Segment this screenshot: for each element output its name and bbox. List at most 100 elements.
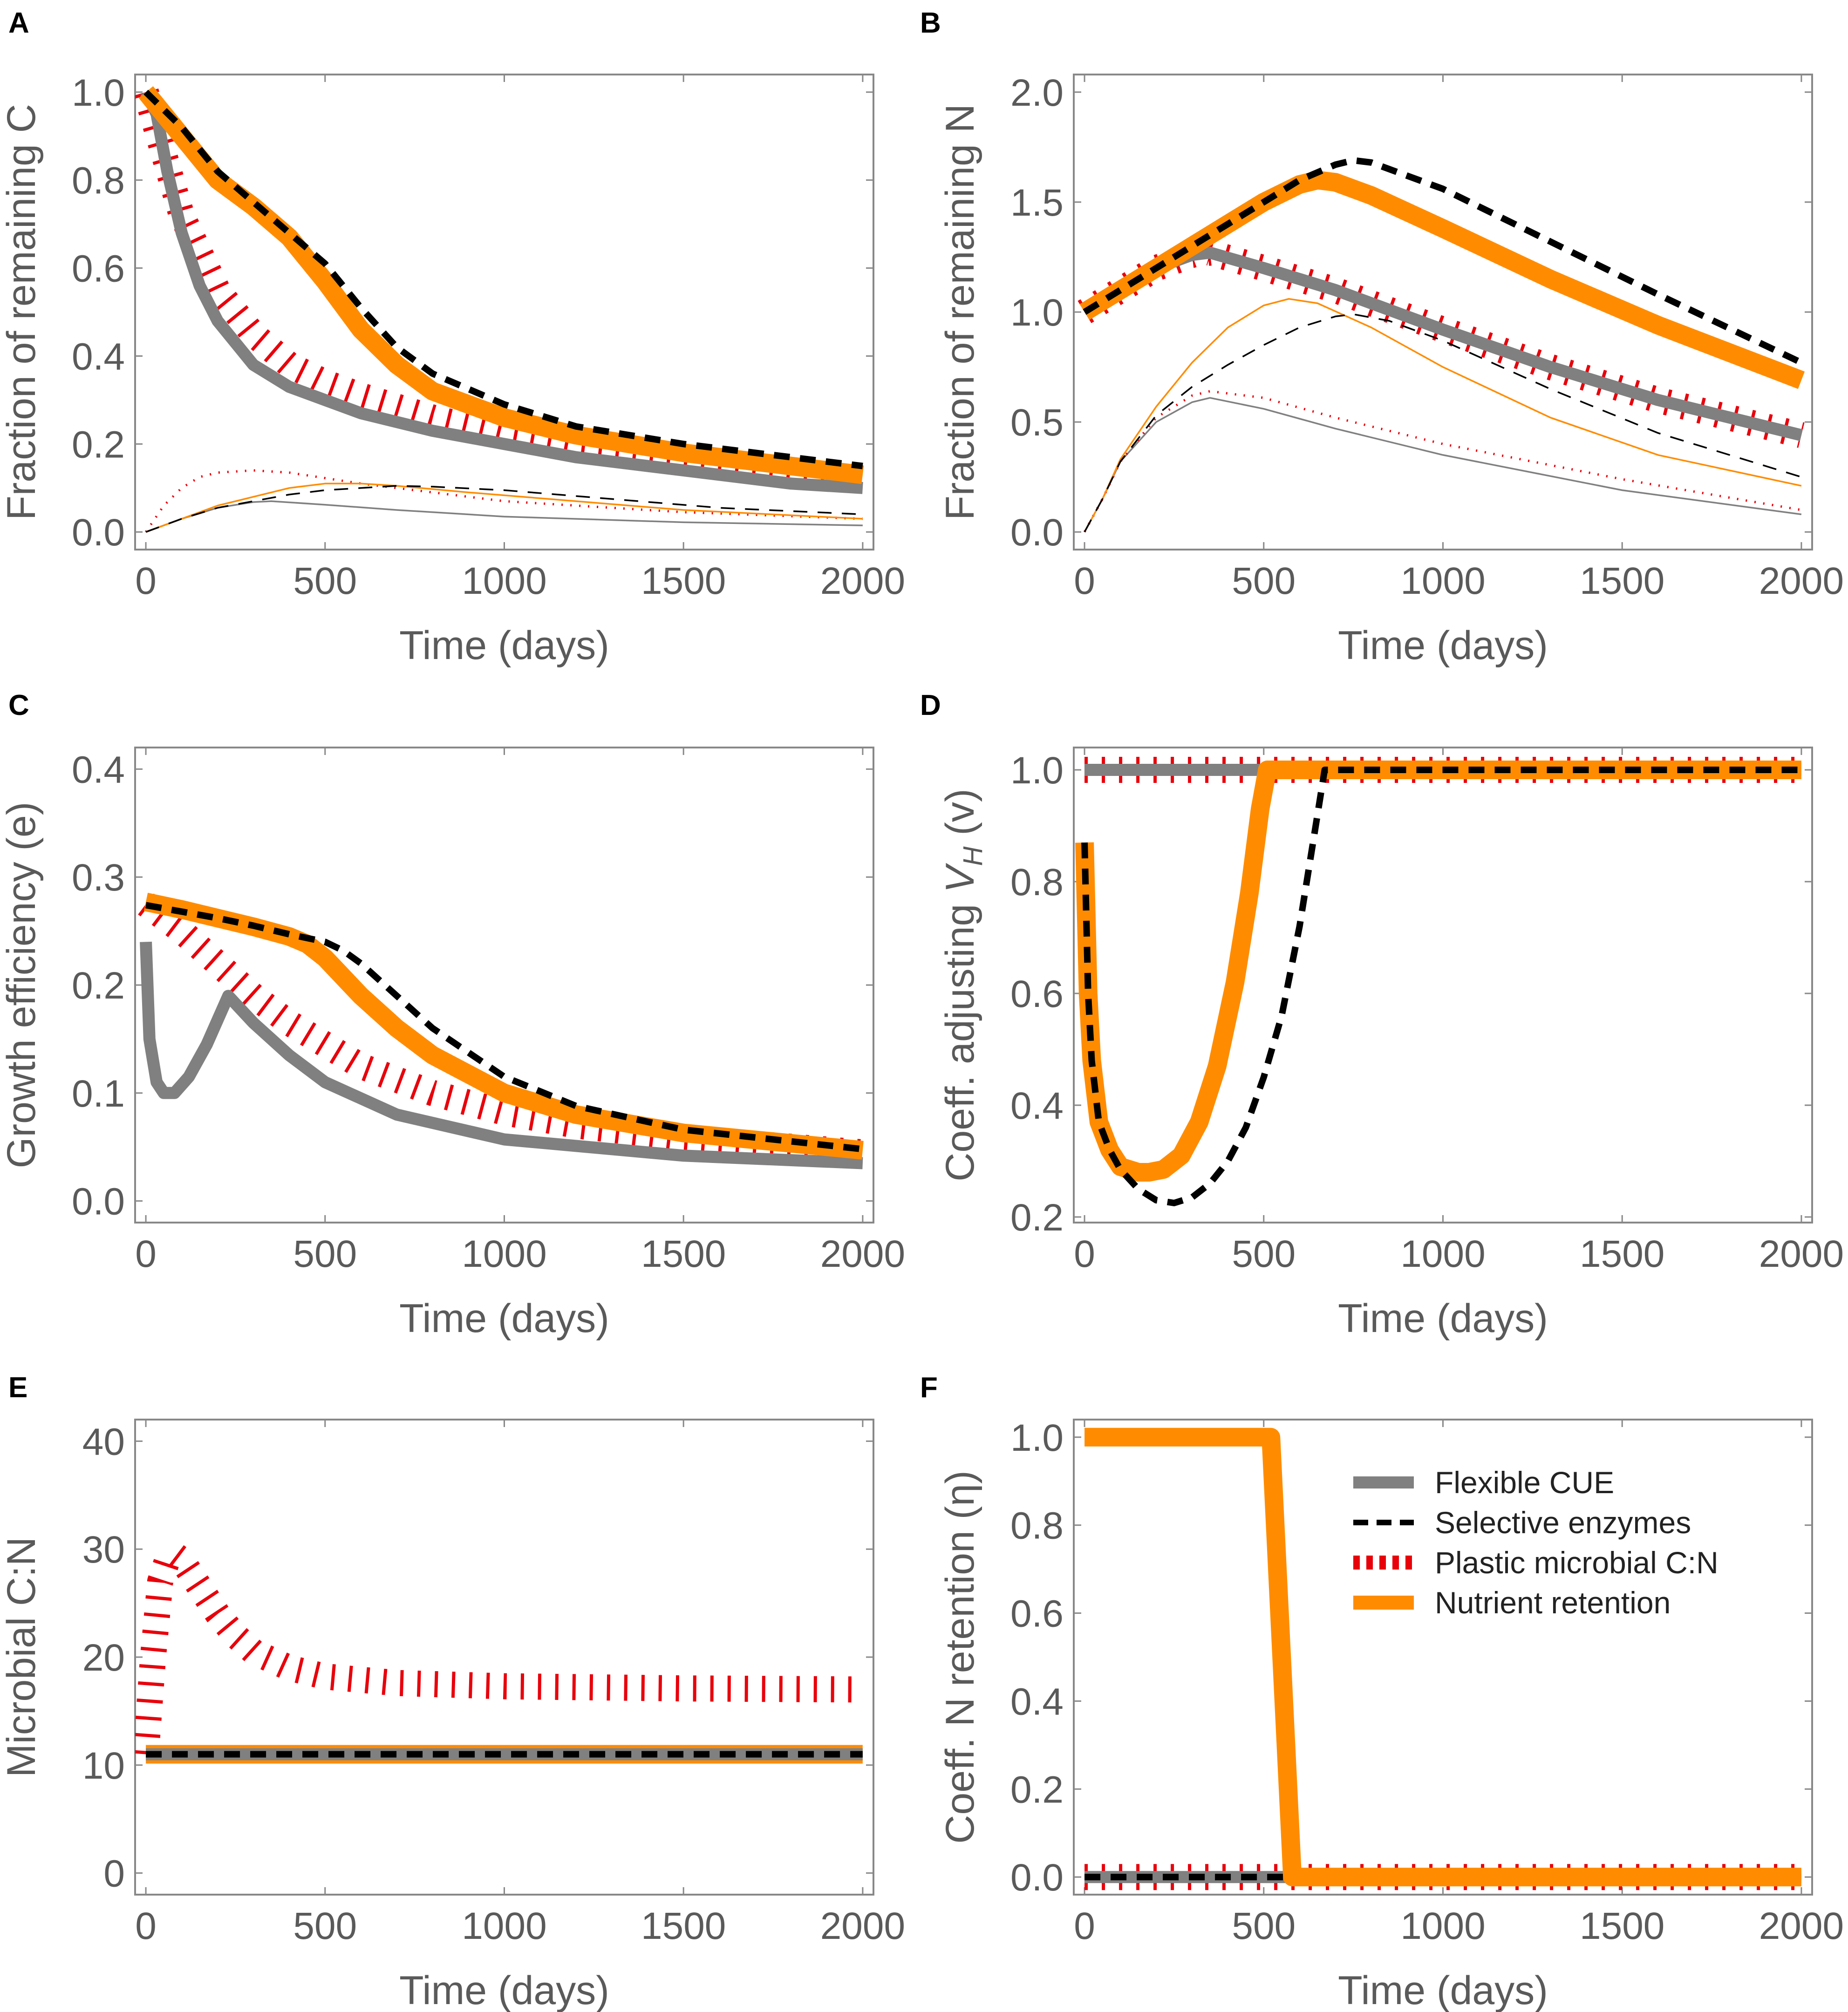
series-selective-thick bbox=[1083, 157, 1803, 366]
y-tick-label: 0.4 bbox=[72, 748, 125, 791]
panel-C: C 0 500 1000 1500 2000 0.0 0.1 0.2 0.3 0.4 Time (da… bbox=[0, 689, 905, 1341]
series-plastic-thick bbox=[135, 1541, 863, 1755]
y-tick-label: 1.0 bbox=[1010, 749, 1064, 792]
x-tick-label: 1000 bbox=[1400, 560, 1485, 602]
x-axis-label: Time (days) bbox=[1338, 1296, 1548, 1341]
y-tick-label: 1.0 bbox=[1010, 292, 1064, 334]
series-group bbox=[1077, 157, 1805, 533]
y-tick-label: 0.6 bbox=[72, 248, 125, 290]
panel-A: A 0 500 1000 1500 2000 0.0 0.2 0.4 0.6 0.8 1.0 Time … bbox=[0, 7, 905, 668]
x-axis-label: Time (days) bbox=[1338, 623, 1548, 668]
panel-letter: E bbox=[8, 1372, 27, 1404]
x-tick-label: 500 bbox=[1232, 560, 1296, 602]
y-tick-label: 1.0 bbox=[1010, 1417, 1064, 1459]
panel-letter: B bbox=[920, 7, 941, 39]
y-tick-label: 0.0 bbox=[1010, 511, 1064, 554]
legend: Flexible CUE Selective enzymes Plastic mic… bbox=[1353, 1465, 1718, 1620]
panel-D: D 0 500 1000 1500 2000 0.2 0.4 0.6 0.8 1.0 Time (da… bbox=[920, 689, 1844, 1341]
y-axis-label: Fraction of remaining C bbox=[0, 104, 44, 520]
x-tick-label: 1500 bbox=[1580, 560, 1664, 602]
x-tick-label: 0 bbox=[1074, 1905, 1095, 1947]
x-tick-label: 2000 bbox=[820, 1233, 905, 1275]
y-tick-label: 20 bbox=[82, 1637, 125, 1679]
x-tick-label: 0 bbox=[1074, 1233, 1095, 1275]
y-tick-label: 40 bbox=[82, 1421, 125, 1463]
y-tick-label: 0.0 bbox=[72, 511, 125, 554]
y-tick-label: 0.4 bbox=[1010, 1680, 1064, 1723]
x-tick-label: 2000 bbox=[1759, 1233, 1844, 1275]
series-selective-thick bbox=[145, 902, 863, 1153]
y-tick-label: 0.4 bbox=[1010, 1085, 1064, 1127]
x-tick-label: 0 bbox=[1074, 560, 1095, 602]
y-tick-label: 0.4 bbox=[72, 335, 125, 378]
series-group bbox=[138, 892, 864, 1169]
y-tick-label: 2.0 bbox=[1010, 72, 1064, 114]
y-tick-label: 0.8 bbox=[1010, 1505, 1064, 1547]
x-tick-label: 1500 bbox=[641, 560, 726, 602]
y-tick-label: 0.8 bbox=[72, 160, 125, 202]
x-tick-label: 2000 bbox=[820, 560, 905, 602]
x-tick-label: 0 bbox=[135, 560, 157, 602]
y-tick-label: 1.5 bbox=[1010, 182, 1064, 224]
y-tick-label: 0.6 bbox=[1010, 973, 1064, 1015]
panel-F: F 0 500 1000 1500 2000 0.0 0.2 0.4 0.6 0.8 1.0 Time … bbox=[920, 1372, 1844, 2012]
y-tick-label: 0.5 bbox=[1010, 401, 1064, 444]
x-axis-label: Time (days) bbox=[399, 623, 609, 668]
y-axis-label: Coeff. N retention (η) bbox=[938, 1470, 982, 1843]
y-tick-label: 0.0 bbox=[1010, 1856, 1064, 1899]
series-retention-thick bbox=[1075, 761, 1801, 1182]
series-flexible-thick bbox=[140, 89, 863, 494]
legend-label-flexible: Flexible CUE bbox=[1435, 1465, 1614, 1500]
series-retention-thick bbox=[1084, 1427, 1801, 1887]
series-selective-thick bbox=[1081, 767, 1801, 1206]
y-tick-label: 0.8 bbox=[1010, 861, 1064, 904]
y-tick-label: 0.3 bbox=[72, 856, 125, 899]
x-axis-label: Time (days) bbox=[399, 1296, 609, 1341]
x-tick-label: 1000 bbox=[462, 1905, 546, 1947]
x-tick-label: 500 bbox=[1232, 1233, 1296, 1275]
panel-letter: D bbox=[920, 689, 941, 721]
x-tick-label: 1000 bbox=[1400, 1233, 1485, 1275]
x-tick-label: 1500 bbox=[1580, 1233, 1664, 1275]
panel-letter: C bbox=[8, 689, 29, 721]
series-plastic-thin bbox=[1083, 390, 1802, 533]
series-retention-thin bbox=[1084, 298, 1802, 533]
x-tick-label: 1500 bbox=[1580, 1905, 1664, 1947]
y-tick-label: 0.2 bbox=[1010, 1196, 1064, 1239]
x-tick-label: 0 bbox=[135, 1233, 157, 1275]
series-flexible-thin bbox=[145, 500, 863, 533]
series-retention-thick bbox=[138, 86, 864, 484]
y-axis-label: Coeff. adjusting VH (v) bbox=[938, 788, 988, 1181]
x-tick-label: 500 bbox=[293, 1233, 357, 1275]
x-tick-label: 1000 bbox=[462, 1233, 546, 1275]
series-flexible-thin bbox=[1084, 397, 1802, 533]
panel-B: B 0 500 1000 1500 2000 0.0 0.5 1.0 1.5 2.0 Time (da… bbox=[920, 7, 1844, 668]
series-group bbox=[1075, 757, 1801, 1206]
x-tick-label: 500 bbox=[293, 560, 357, 602]
x-tick-label: 500 bbox=[1232, 1905, 1296, 1947]
x-tick-label: 0 bbox=[135, 1905, 157, 1947]
y-axis-label: Fraction of remaining N bbox=[938, 104, 982, 520]
plot-frame bbox=[134, 747, 874, 1224]
y-tick-label: 0.2 bbox=[72, 423, 125, 466]
panel-letter: A bbox=[8, 7, 29, 39]
y-tick-label: 0 bbox=[103, 1853, 125, 1895]
x-tick-label: 1500 bbox=[641, 1905, 726, 1947]
legend-label-selective: Selective enzymes bbox=[1435, 1505, 1691, 1540]
x-tick-label: 2000 bbox=[820, 1905, 905, 1947]
x-axis-label: Time (days) bbox=[1338, 1968, 1548, 2012]
series-selective-thin bbox=[1084, 313, 1802, 533]
legend-label-retention: Nutrient retention bbox=[1435, 1585, 1671, 1620]
y-axis-label: Microbial C:N bbox=[0, 1537, 44, 1777]
x-tick-label: 2000 bbox=[1759, 1905, 1844, 1947]
y-tick-label: 0.2 bbox=[1010, 1768, 1064, 1811]
y-tick-label: 30 bbox=[82, 1529, 125, 1571]
series-group bbox=[135, 1541, 863, 1764]
y-tick-label: 0.2 bbox=[72, 965, 125, 1007]
series-flexible-thick bbox=[140, 941, 863, 1169]
x-tick-label: 2000 bbox=[1759, 560, 1844, 602]
legend-label-plastic: Plastic microbial C:N bbox=[1435, 1545, 1718, 1580]
series-selective-thick bbox=[143, 89, 863, 469]
x-tick-label: 1000 bbox=[462, 560, 546, 602]
